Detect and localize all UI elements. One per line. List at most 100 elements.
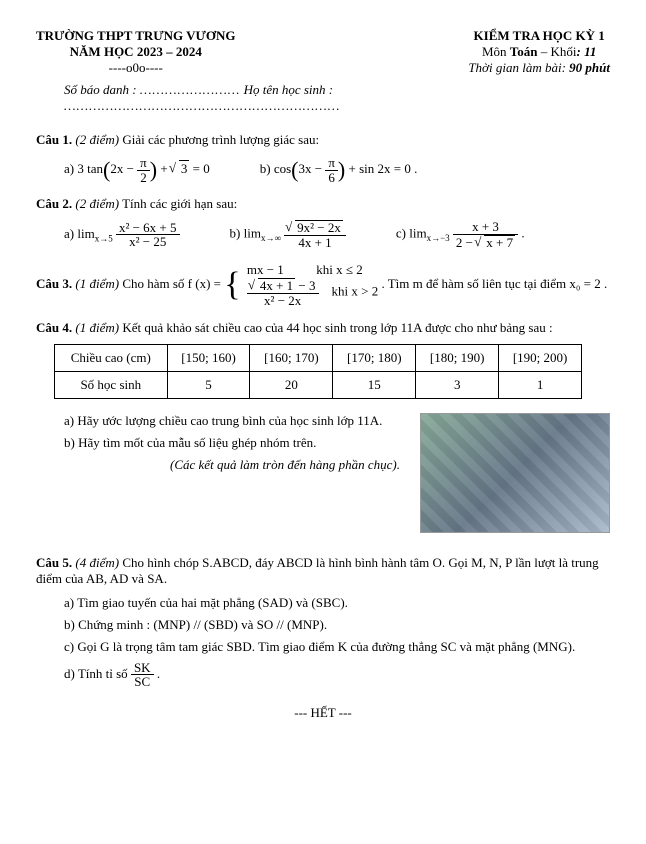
q1-a-pi: π: [137, 156, 150, 171]
q2-b-lim: lim: [244, 226, 261, 241]
table-cell: 20: [250, 371, 333, 398]
q2-c-tail: .: [518, 226, 525, 241]
grade: 11: [584, 44, 596, 59]
table-cell: 1: [499, 371, 582, 398]
q2-subrow: a) limx→5 x² − 6x + 5x² − 25 b) limx→∞ 9…: [64, 220, 610, 249]
q2-c-label: c): [396, 226, 406, 241]
table-cell: 5: [167, 371, 250, 398]
grade-label: Khối: [550, 44, 576, 59]
subject-label: Môn: [482, 44, 507, 59]
q1-title: Câu 1.: [36, 132, 72, 147]
q3-title: Câu 3.: [36, 276, 72, 291]
student-info-line: Số báo danh : …………………… Họ tên học sinh :…: [64, 82, 610, 114]
question-2: Câu 2. (2 điểm) Tính các giới hạn sau:: [36, 196, 610, 212]
time-value: 90 phút: [569, 60, 610, 75]
q3-text-pre: Cho hàm số f (x) =: [122, 276, 224, 291]
q5-c: c) Gọi G là trọng tâm tam giác SBD. Tìm …: [64, 639, 610, 655]
q2-points: (2 điểm): [75, 196, 119, 211]
q2-b-sub: x→∞: [261, 234, 281, 244]
q5-b: b) Chứng minh : (MNP) // (SBD) và SO // …: [64, 617, 610, 633]
q1-b-pi: π: [325, 156, 338, 171]
q5-text: Cho hình chóp S.ABCD, đáy ABCD là hình b…: [36, 555, 599, 586]
q2-b: b) limx→∞ 9x² − 2x4x + 1: [230, 220, 346, 249]
q2-text: Tính các giới hạn sau:: [122, 196, 237, 211]
q2-a-num: x² − 6x + 5: [116, 221, 180, 236]
time-label: Thời gian làm bài:: [468, 60, 566, 75]
q2-a-lim: lim: [77, 226, 94, 241]
q2-b-den: 4x + 1: [284, 236, 346, 250]
table-header-cell: [170; 180): [333, 344, 416, 371]
table-row: Số học sinh 5 20 15 3 1: [55, 371, 582, 398]
q3-points: (1 điểm): [75, 276, 119, 291]
q2-c-lim: lim: [409, 226, 426, 241]
q4-note: (Các kết quả làm tròn đến hàng phần chục…: [64, 457, 400, 473]
q1-b-mid: 3x −: [299, 161, 323, 176]
q5-d-num: SK: [131, 661, 154, 676]
q2-c-den-pre: 2 −: [456, 235, 476, 250]
name-label: Họ tên học sinh :: [244, 82, 334, 97]
question-5: Câu 5. (4 điểm) Cho hình chóp S.ABCD, đá…: [36, 555, 610, 587]
q2-a-label: a): [64, 226, 74, 241]
q2-c: c) limx→−3 x + 32 − x + 7 .: [396, 220, 525, 249]
question-1: Câu 1. (2 điểm) Giải các phương trình lư…: [36, 132, 610, 148]
table-header-cell: [190; 200): [499, 344, 582, 371]
header-left: TRƯỜNG THPT TRƯNG VƯƠNG NĂM HỌC 2023 – 2…: [36, 28, 235, 76]
q1-a: a) 3 tan(2x − π2) + 3 = 0: [64, 156, 210, 184]
q2-b-label: b): [230, 226, 241, 241]
q4-body: a) Hãy ước lượng chiều cao trung bình củ…: [36, 413, 610, 533]
q2-a: a) limx→5 x² − 6x + 5x² − 25: [64, 221, 180, 249]
q2-a-den: x² − 25: [116, 235, 180, 249]
subject-line: Môn Toán – Khối: 11: [468, 44, 610, 60]
table-cell: 3: [416, 371, 499, 398]
school-name: TRƯỜNG THPT TRƯNG VƯƠNG: [36, 28, 235, 44]
name-dots: …………………………………………………………: [64, 98, 340, 113]
q1-text: Giải các phương trình lượng giác sau:: [122, 132, 319, 147]
table-header-cell: [160; 170): [250, 344, 333, 371]
q2-c-sub: x→−3: [427, 234, 450, 244]
q2-c-num: x + 3: [453, 220, 518, 235]
q1-points: (2 điểm): [75, 132, 119, 147]
q2-a-sub: x→5: [95, 234, 113, 244]
table-header-cell: Chiều cao (cm): [55, 344, 168, 371]
q4-title: Câu 4.: [36, 320, 72, 335]
q1-b-prefix: b) cos: [260, 161, 291, 176]
subject: Toán: [510, 44, 538, 59]
table-header-cell: [180; 190): [416, 344, 499, 371]
q3-case1-expr: mx − 1: [247, 262, 284, 277]
q5-points: (4 điểm): [75, 555, 119, 570]
q1-b-den: 6: [325, 171, 338, 185]
end-marker: --- HẾT ---: [36, 705, 610, 721]
q2-title: Câu 2.: [36, 196, 72, 211]
q1-a-mid: 2x −: [110, 161, 134, 176]
q1-a-prefix: a) 3 tan: [64, 161, 103, 176]
q5-d-pre: d) Tính tỉ số: [64, 666, 131, 681]
table-header-cell: [150; 160): [167, 344, 250, 371]
q3-text-post: . Tìm m để hàm số liên tục tại điểm x₀ =…: [381, 276, 607, 291]
q3-case2-cond: khi x > 2: [332, 284, 379, 299]
exam-title: KIỂM TRA HỌC KỲ 1: [468, 28, 610, 44]
sbd-label: Số báo danh :: [64, 82, 137, 97]
q1-subrow: a) 3 tan(2x − π2) + 3 = 0 b) cos(3x − π6…: [64, 156, 610, 184]
q3-case1-cond: khi x ≤ 2: [316, 262, 363, 277]
q1-b: b) cos(3x − π6) + sin 2x = 0 .: [260, 156, 418, 184]
question-3: Câu 3. (1 điểm) Cho hàm số f (x) = { mx …: [36, 262, 610, 308]
table-cell: Số học sinh: [55, 371, 168, 398]
time-line: Thời gian làm bài: 90 phút: [468, 60, 610, 76]
question-4: Câu 4. (1 điểm) Kết quả khảo sát chiều c…: [36, 320, 610, 336]
school-year: NĂM HỌC 2023 – 2024: [36, 44, 235, 60]
q3-case2-num-tail: − 3: [295, 278, 315, 293]
q3-case2-den: x² − 2x: [247, 294, 319, 308]
table-cell: 15: [333, 371, 416, 398]
q5-title: Câu 5.: [36, 555, 72, 570]
q3-piecewise: { mx − 1 khi x ≤ 2 4x + 1 − 3x² − 2x khi…: [224, 262, 378, 308]
q4-table: Chiều cao (cm) [150; 160) [160; 170) [17…: [54, 344, 582, 399]
q1-a-tail: = 0: [189, 161, 209, 176]
q4-text: Kết quả khảo sát chiều cao của 44 học si…: [122, 320, 552, 335]
q4-points: (1 điểm): [75, 320, 119, 335]
doc-header: TRƯỜNG THPT TRƯNG VƯƠNG NĂM HỌC 2023 – 2…: [36, 28, 610, 76]
table-header-row: Chiều cao (cm) [150; 160) [160; 170) [17…: [55, 344, 582, 371]
header-right: KIỂM TRA HỌC KỲ 1 Môn Toán – Khối: 11 Th…: [468, 28, 610, 76]
students-photo: [420, 413, 610, 533]
q2-b-num-rad: 9x² − 2x: [295, 220, 343, 235]
q3-case2-rad: 4x + 1: [258, 278, 295, 293]
